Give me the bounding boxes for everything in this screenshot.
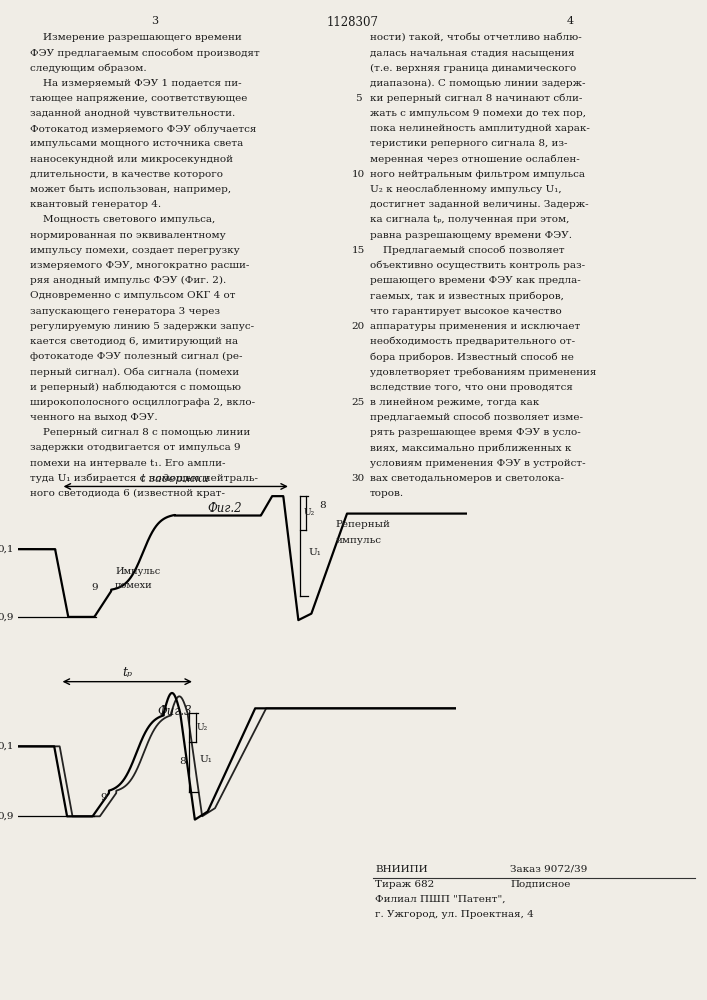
Text: Измерение разрешающего времени: Измерение разрешающего времени [30, 33, 242, 42]
Text: Подписное: Подписное [510, 880, 571, 889]
Text: перный сигнал). Оба сигнала (помехи: перный сигнал). Оба сигнала (помехи [30, 367, 239, 377]
Text: Реперный: Реперный [336, 520, 390, 529]
Text: Заказ 9072/39: Заказ 9072/39 [510, 865, 588, 874]
Text: помехи: помехи [115, 581, 153, 590]
Text: г. Ужгород, ул. Проектная, 4: г. Ужгород, ул. Проектная, 4 [375, 910, 534, 919]
Text: 0,9: 0,9 [0, 812, 14, 821]
Text: ности) такой, чтобы отчетливо наблю-: ности) такой, чтобы отчетливо наблю- [370, 33, 582, 42]
Text: ВНИИПИ: ВНИИПИ [375, 865, 428, 874]
Text: 9: 9 [91, 583, 98, 592]
Text: нормированная по эквивалентному: нормированная по эквивалентному [30, 231, 226, 240]
Text: импульсами мощного источника света: импульсами мощного источника света [30, 139, 243, 148]
Text: пока нелинейность амплитудной харак-: пока нелинейность амплитудной харак- [370, 124, 590, 133]
Text: 20: 20 [351, 322, 365, 331]
Text: длительности, в качестве которого: длительности, в качестве которого [30, 170, 223, 179]
Text: кается светодиод 6, имитирующий на: кается светодиод 6, имитирующий на [30, 337, 238, 346]
Text: теристики реперного сигнала 8, из-: теристики реперного сигнала 8, из- [370, 139, 568, 148]
Text: импульсу помехи, создает перегрузку: импульсу помехи, создает перегрузку [30, 246, 240, 255]
Text: ного нейтральным фильтром импульса: ного нейтральным фильтром импульса [370, 170, 585, 179]
Text: 10: 10 [351, 170, 365, 179]
Text: Мощность светового импульса,: Мощность светового импульса, [30, 215, 215, 224]
Text: ки реперный сигнал 8 начинают сбли-: ки реперный сигнал 8 начинают сбли- [370, 94, 583, 103]
Text: диапазона). С помощью линии задерж-: диапазона). С помощью линии задерж- [370, 79, 585, 88]
Text: 8: 8 [180, 757, 186, 766]
Text: Тираж 682: Тираж 682 [375, 880, 434, 889]
Text: достигнет заданной величины. Задерж-: достигнет заданной величины. Задерж- [370, 200, 589, 209]
Text: На измеряемый ФЭУ 1 подается пи-: На измеряемый ФЭУ 1 подается пи- [30, 79, 242, 88]
Text: 1128307: 1128307 [327, 16, 379, 29]
Text: ФЭУ предлагаемым способом производят: ФЭУ предлагаемым способом производят [30, 48, 259, 58]
Text: U₂ к неослабленному импульсу U₁,: U₂ к неослабленному импульсу U₁, [370, 185, 561, 194]
Text: 8: 8 [320, 501, 326, 510]
Text: (т.е. верхняя граница динамического: (т.е. верхняя граница динамического [370, 63, 576, 73]
Text: ка сигнала tₚ, полученная при этом,: ка сигнала tₚ, полученная при этом, [370, 215, 569, 224]
Text: далась начальная стадия насыщения: далась начальная стадия насыщения [370, 48, 575, 57]
Text: tₚ: tₚ [122, 666, 132, 679]
Text: ченного на выход ФЭУ.: ченного на выход ФЭУ. [30, 413, 158, 422]
Text: равна разрешающему времени ФЭУ.: равна разрешающему времени ФЭУ. [370, 231, 572, 240]
Text: вах светодальномеров и светолока-: вах светодальномеров и светолока- [370, 474, 564, 483]
Text: 0,9: 0,9 [0, 612, 14, 621]
Text: 9: 9 [100, 793, 107, 802]
Text: что гарантирует высокое качество: что гарантирует высокое качество [370, 307, 562, 316]
Text: 3: 3 [151, 16, 158, 26]
Text: виях, максимально приближенных к: виях, максимально приближенных к [370, 443, 571, 453]
Text: широкополосного осциллографа 2, вкло-: широкополосного осциллографа 2, вкло- [30, 398, 255, 407]
Text: предлагаемый способ позволяет изме-: предлагаемый способ позволяет изме- [370, 413, 583, 422]
Text: квантовый генератор 4.: квантовый генератор 4. [30, 200, 161, 209]
Text: 0,1: 0,1 [0, 545, 14, 554]
Text: может быть использован, например,: может быть использован, например, [30, 185, 231, 194]
Text: Одновременно с импульсом ОКГ 4 от: Одновременно с импульсом ОКГ 4 от [30, 291, 235, 300]
Text: 15: 15 [351, 246, 365, 255]
Text: 30: 30 [351, 474, 365, 483]
Text: меренная через отношение ослаблен-: меренная через отношение ослаблен- [370, 155, 580, 164]
Text: необходимость предварительного от-: необходимость предварительного от- [370, 337, 575, 347]
Text: Филиал ПШП "Патент",: Филиал ПШП "Патент", [375, 895, 506, 904]
Text: Предлагаемый способ позволяет: Предлагаемый способ позволяет [370, 246, 565, 255]
Text: запускающего генератора 3 через: запускающего генератора 3 через [30, 307, 220, 316]
Text: U₂: U₂ [197, 723, 209, 732]
Text: импульс: импульс [336, 536, 382, 545]
Text: гаемых, так и известных приборов,: гаемых, так и известных приборов, [370, 291, 564, 301]
Text: U₁: U₁ [199, 754, 213, 764]
Text: наносекундной или микросекундной: наносекундной или микросекундной [30, 155, 233, 164]
Text: ного светодиода 6 (известной крат-: ного светодиода 6 (известной крат- [30, 489, 225, 498]
Text: U₂: U₂ [303, 508, 315, 517]
Text: t задержки: t задержки [141, 474, 209, 484]
Text: вследствие того, что они проводятся: вследствие того, что они проводятся [370, 383, 573, 392]
Text: аппаратуры применения и исключает: аппаратуры применения и исключает [370, 322, 580, 331]
Text: ряя анодный импульс ФЭУ (Фиг. 2).: ряя анодный импульс ФЭУ (Фиг. 2). [30, 276, 226, 285]
Text: жать с импульсом 9 помехи до тех пор,: жать с импульсом 9 помехи до тех пор, [370, 109, 586, 118]
Text: тающее напряжение, соответствующее: тающее напряжение, соответствующее [30, 94, 247, 103]
Text: объективно осуществить контроль раз-: объективно осуществить контроль раз- [370, 261, 585, 270]
Text: 0,1: 0,1 [0, 742, 14, 751]
Text: помехи на интервале t₁. Его ампли-: помехи на интервале t₁. Его ампли- [30, 459, 226, 468]
Text: Импульс: Импульс [115, 567, 160, 576]
Text: фотокатоде ФЭУ полезный сигнал (ре-: фотокатоде ФЭУ полезный сигнал (ре- [30, 352, 243, 361]
Text: задержки отодвигается от импульса 9: задержки отодвигается от импульса 9 [30, 443, 240, 452]
Text: удовлетворяет требованиям применения: удовлетворяет требованиям применения [370, 367, 597, 377]
Text: регулируемую линию 5 задержки запус-: регулируемую линию 5 задержки запус- [30, 322, 254, 331]
Text: условиям применения ФЭУ в устройст-: условиям применения ФЭУ в устройст- [370, 459, 585, 468]
Text: Фиг.2: Фиг.2 [208, 502, 243, 515]
Text: рять разрешающее время ФЭУ в усло-: рять разрешающее время ФЭУ в усло- [370, 428, 580, 437]
Text: заданной анодной чувствительности.: заданной анодной чувствительности. [30, 109, 235, 118]
Text: следующим образом.: следующим образом. [30, 63, 146, 73]
Text: Фотокатод измеряемого ФЭУ облучается: Фотокатод измеряемого ФЭУ облучается [30, 124, 257, 134]
Text: торов.: торов. [370, 489, 404, 498]
Text: U₁: U₁ [309, 548, 322, 557]
Text: 4: 4 [566, 16, 573, 26]
Text: 25: 25 [351, 398, 365, 407]
Text: измеряемого ФЭУ, многократно расши-: измеряемого ФЭУ, многократно расши- [30, 261, 250, 270]
Text: в линейном режиме, тогда как: в линейном режиме, тогда как [370, 398, 539, 407]
Text: туда U₁ избирается с помощью нейтраль-: туда U₁ избирается с помощью нейтраль- [30, 474, 258, 483]
Text: Фиг.3: Фиг.3 [158, 705, 192, 718]
Text: и реперный) наблюдаются с помощью: и реперный) наблюдаются с помощью [30, 383, 241, 392]
Text: бора приборов. Известный способ не: бора приборов. Известный способ не [370, 352, 574, 362]
Text: решающего времени ФЭУ как предла-: решающего времени ФЭУ как предла- [370, 276, 580, 285]
Text: 5: 5 [355, 94, 361, 103]
Text: Реперный сигнал 8 с помощью линии: Реперный сигнал 8 с помощью линии [30, 428, 250, 437]
